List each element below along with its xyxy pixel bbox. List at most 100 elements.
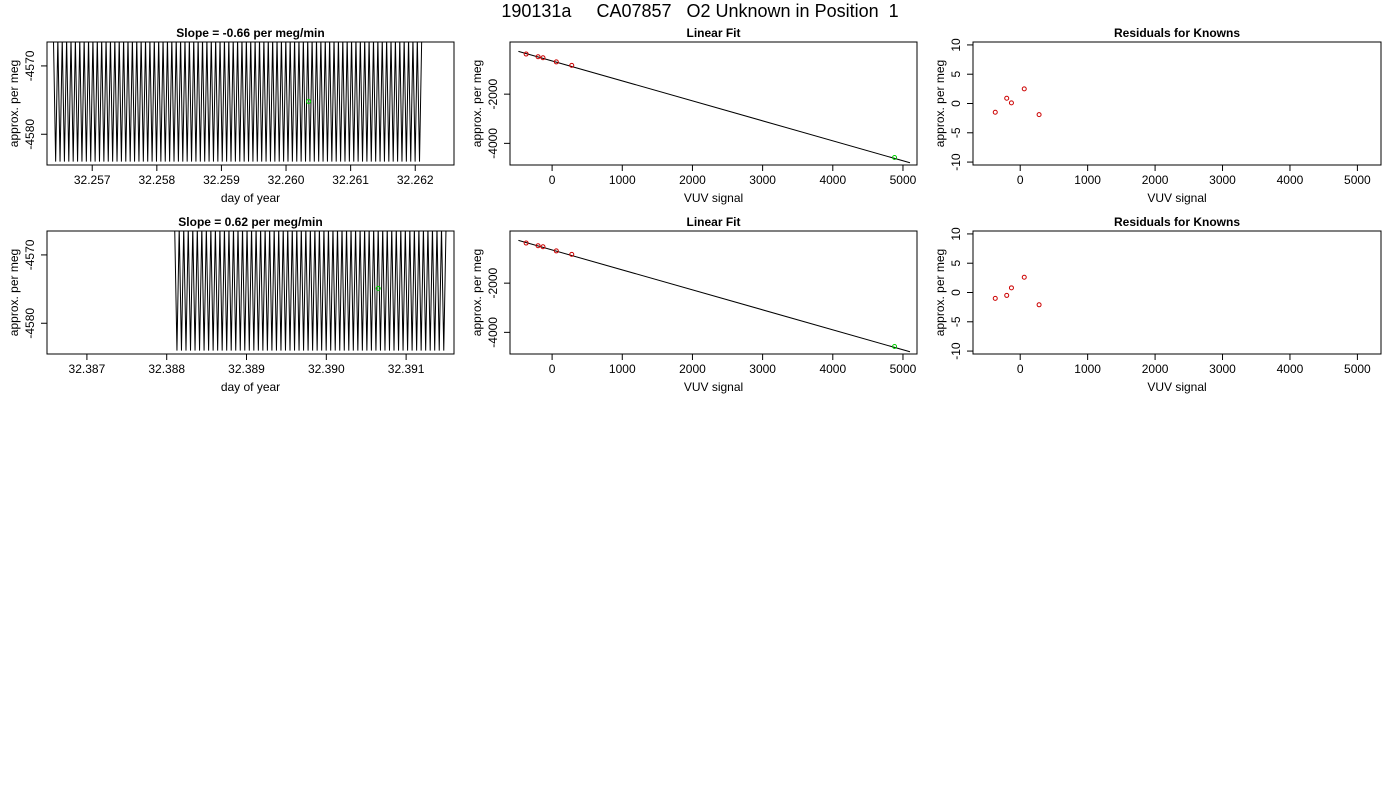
known-point: [523, 240, 529, 246]
panel-title: Residuals for Knowns: [1114, 215, 1240, 229]
known-point: [553, 59, 559, 65]
y-tick-label: -4570: [23, 239, 37, 270]
y-axis-label: approx. per meg: [933, 60, 947, 147]
y-axis-label: approx. per meg: [933, 249, 947, 336]
known-point: [992, 295, 998, 301]
unknown-point: [306, 98, 312, 104]
known-point: [1008, 285, 1014, 291]
panel-4: Slope = 0.62 per meg/min day of year appro…: [7, 215, 455, 394]
y-tick-label: -4570: [23, 50, 37, 81]
figure-title: 190131a CA07857 O2 Unknown in Position 1: [501, 1, 899, 21]
x-tick-label: 32.390: [308, 362, 345, 376]
y-tick-label: 10: [949, 227, 963, 241]
x-axis-label: day of year: [221, 191, 280, 205]
y-tick-label: -4580: [23, 308, 37, 339]
x-tick-label: 2000: [679, 173, 706, 187]
x-axis-label: VUV signal: [1147, 380, 1206, 394]
y-tick-label: 0: [949, 289, 963, 296]
plot-frame: [46, 230, 455, 355]
x-tick-label: 32.388: [148, 362, 185, 376]
plot-area: [174, 231, 447, 351]
x-axis-label: VUV signal: [1147, 191, 1206, 205]
known-point: [569, 251, 575, 257]
y-tick-label: -10: [949, 342, 963, 360]
x-tick-label: 32.262: [397, 173, 434, 187]
panel-5: Linear Fit VUV signal approx. per meg 0 1000…: [470, 215, 918, 394]
y-tick-label: 5: [949, 71, 963, 78]
y-tick-label: -4000: [486, 317, 500, 348]
x-tick-label: 32.391: [388, 362, 425, 376]
known-point: [553, 248, 559, 254]
known-point: [1021, 86, 1027, 92]
panel-title: Linear Fit: [686, 26, 740, 40]
known-point: [523, 51, 529, 57]
plot-area: [992, 86, 1042, 118]
x-axis-label: VUV signal: [684, 380, 743, 394]
x-tick-label: 32.261: [332, 173, 369, 187]
x-tick-label: 3000: [1209, 362, 1236, 376]
y-tick-label: 5: [949, 260, 963, 267]
fit-line: [518, 50, 911, 164]
panel-title: Linear Fit: [686, 215, 740, 229]
data-trace: [53, 42, 423, 162]
plot-frame: [972, 41, 1382, 166]
x-tick-label: 1000: [1074, 173, 1101, 187]
y-axis-label: approx. per meg: [470, 249, 484, 336]
unknown-point: [892, 343, 898, 349]
x-tick-label: 4000: [1277, 362, 1304, 376]
x-tick-label: 2000: [1142, 173, 1169, 187]
known-point: [535, 243, 541, 249]
x-axis-label: day of year: [221, 380, 280, 394]
unknown-point: [375, 285, 381, 291]
x-tick-label: 0: [549, 362, 556, 376]
panel-2: Linear Fit VUV signal approx. per meg 0 1000…: [470, 26, 918, 205]
plot-area: [518, 50, 911, 164]
x-tick-label: 0: [549, 173, 556, 187]
known-point: [540, 244, 546, 250]
x-tick-label: 5000: [1344, 362, 1371, 376]
x-tick-label: 2000: [679, 362, 706, 376]
x-axis-label: VUV signal: [684, 191, 743, 205]
y-axis-label: approx. per meg: [470, 60, 484, 147]
plot-frame: [509, 230, 918, 355]
y-tick-label: -4000: [486, 128, 500, 159]
x-tick-label: 0: [1017, 362, 1024, 376]
known-point: [1021, 274, 1027, 280]
plot-area: [53, 42, 423, 162]
unknown-point: [892, 154, 898, 160]
x-tick-label: 1000: [609, 362, 636, 376]
panel-title: Slope = -0.66 per meg/min: [176, 26, 324, 40]
known-point: [569, 62, 575, 68]
panel-1: Slope = -0.66 per meg/min day of year appr…: [7, 26, 455, 205]
panel-3: Residuals for Knowns VUV signal approx. pe…: [933, 26, 1382, 205]
known-point: [1036, 112, 1042, 118]
panel-6: Residuals for Knowns VUV signal approx. pe…: [933, 215, 1382, 394]
x-tick-label: 5000: [890, 173, 917, 187]
x-tick-label: 5000: [890, 362, 917, 376]
x-tick-label: 3000: [749, 362, 776, 376]
known-point: [1004, 292, 1010, 298]
panel-title: Residuals for Knowns: [1114, 26, 1240, 40]
x-tick-label: 32.259: [203, 173, 240, 187]
x-tick-label: 4000: [1277, 173, 1304, 187]
data-trace: [174, 231, 447, 351]
x-tick-label: 3000: [1209, 173, 1236, 187]
y-axis-label: approx. per meg: [7, 60, 21, 147]
x-tick-label: 3000: [749, 173, 776, 187]
known-point: [535, 54, 541, 60]
x-tick-label: 5000: [1344, 173, 1371, 187]
plot-frame: [972, 230, 1382, 355]
x-tick-label: 4000: [819, 173, 846, 187]
x-tick-label: 0: [1017, 173, 1024, 187]
known-point: [1008, 100, 1014, 106]
y-tick-label: -10: [949, 153, 963, 171]
x-tick-label: 32.257: [74, 173, 111, 187]
y-tick-label: -4580: [23, 119, 37, 150]
x-tick-label: 32.258: [138, 173, 175, 187]
known-point: [540, 55, 546, 61]
plot-frame: [509, 41, 918, 166]
y-axis-label: approx. per meg: [7, 249, 21, 336]
x-tick-label: 1000: [1074, 362, 1101, 376]
